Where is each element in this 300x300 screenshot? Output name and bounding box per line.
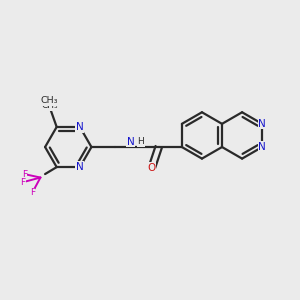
Text: N: N xyxy=(127,137,135,147)
Text: CH₃: CH₃ xyxy=(41,101,58,110)
Text: N: N xyxy=(258,142,266,152)
Text: CH₃: CH₃ xyxy=(41,97,58,106)
Text: F: F xyxy=(30,188,35,197)
Text: N: N xyxy=(258,119,266,129)
Text: F: F xyxy=(20,178,26,187)
Text: N: N xyxy=(76,162,84,172)
Text: F: F xyxy=(22,169,27,178)
Text: N: N xyxy=(76,122,84,132)
Text: H: H xyxy=(137,137,144,146)
Text: O: O xyxy=(148,163,156,173)
